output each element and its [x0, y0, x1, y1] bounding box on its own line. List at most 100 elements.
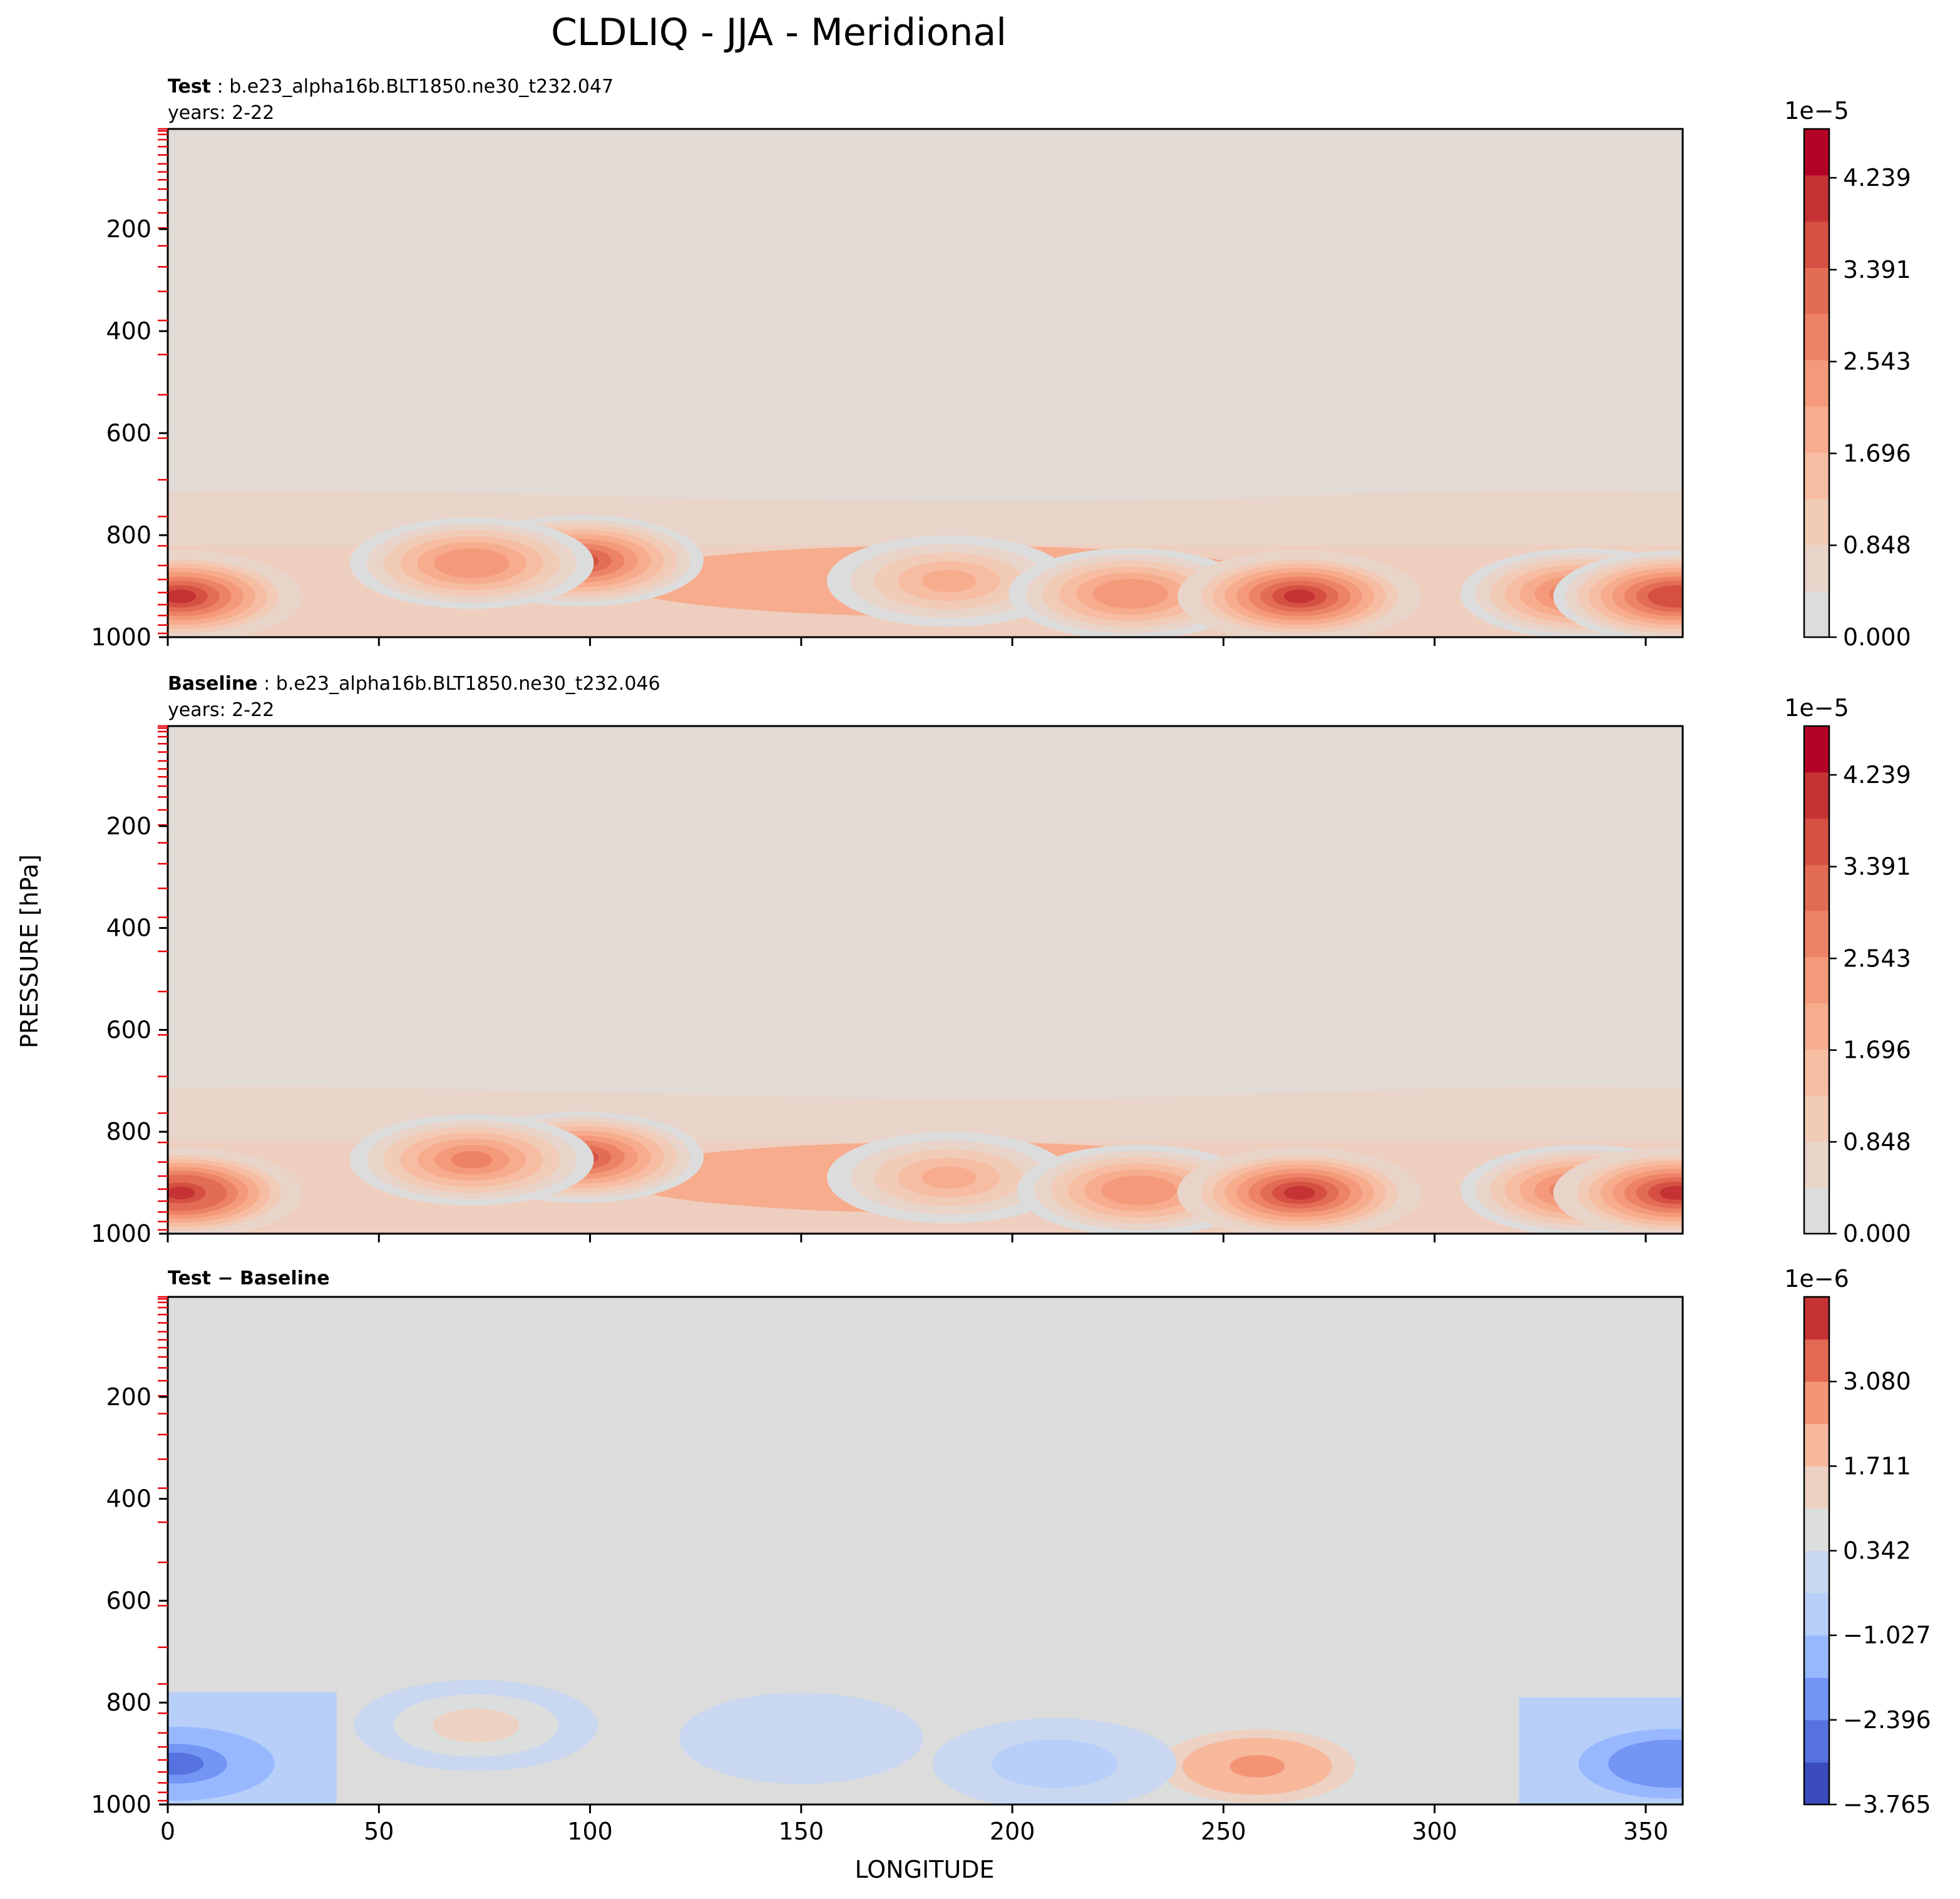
colorbar-scale-label: 1e−5: [1784, 97, 1849, 125]
colorbar-tick-label: 0.848: [1843, 531, 1911, 559]
colorbar-tick-label: 3.391: [1843, 853, 1911, 881]
x-tick-label: 200: [990, 1818, 1035, 1845]
colorbar-tick-label: 0.000: [1843, 623, 1911, 651]
y-tick-label: 400: [106, 914, 151, 942]
y-tick-label: 600: [106, 1587, 151, 1614]
contour-blob: [451, 554, 493, 572]
contour-blob: [921, 1166, 977, 1189]
contour-blob: [433, 1708, 520, 1743]
y-tick-label: 200: [106, 1383, 151, 1411]
panel-years: years: 2-22: [168, 699, 274, 721]
contour-blob: [921, 570, 977, 593]
panel-label: Test : b.e23_alpha16b.BLT1850.ne30_t232.…: [168, 76, 613, 98]
axes-frame: [167, 725, 1684, 1235]
colorbar-segment: [1804, 864, 1829, 911]
colorbar-tick-label: 4.239: [1843, 761, 1911, 789]
colorbar-segment: [1804, 1049, 1829, 1096]
x-tick-label: 50: [364, 1818, 394, 1845]
figure-title: CLDLIQ - JJA - Meridional: [551, 11, 1007, 54]
axes-frame: [167, 1296, 1684, 1806]
contour-field: [168, 489, 1683, 637]
contour-blob: [168, 1186, 195, 1200]
colorbar-segment: [1804, 452, 1829, 499]
colorbar-segment: [1804, 772, 1829, 819]
colorbar-tick-label: 1.696: [1843, 439, 1911, 467]
x-tick-label: 250: [1201, 1818, 1246, 1845]
colorbar-segment: [1804, 1339, 1829, 1382]
x-tick-label: 100: [567, 1818, 613, 1845]
colorbar-segment: [1804, 1635, 1829, 1678]
y-tick-label: 400: [106, 317, 151, 345]
panel-label-bold: Test: [168, 76, 211, 98]
contour-blob: [1229, 1755, 1285, 1778]
colorbar-segment: [1804, 1677, 1829, 1721]
colorbar: 0.000 0.848 1.696 2.543 3.391 4.239 1e−5: [1784, 694, 1911, 1247]
colorbar-segment: [1804, 129, 1829, 176]
x-tick-label: 350: [1623, 1818, 1669, 1845]
colorbar-segment: [1804, 1550, 1829, 1594]
colorbar-segment: [1804, 1762, 1829, 1805]
contour-blob: [451, 1151, 493, 1169]
contour-blob: [1283, 589, 1315, 603]
colorbar-tick-label: −2.396: [1843, 1706, 1931, 1734]
panel-label: Test − Baseline: [168, 1267, 330, 1289]
colorbar-segment: [1804, 818, 1829, 865]
colorbar-tick-label: 2.543: [1843, 348, 1911, 376]
colorbar-segment: [1804, 1095, 1829, 1142]
colorbar-segment: [1804, 1187, 1829, 1234]
colorbar-tick-label: 2.543: [1843, 944, 1911, 972]
contour-blob: [1118, 1181, 1160, 1199]
contour-blob: [1660, 589, 1683, 603]
contour-field: [168, 1679, 1683, 1804]
colorbar-frame: [1803, 725, 1830, 1235]
panels: 200 400 600 800 1000 Test : b.e23_alpha16b.BL…: [91, 76, 1931, 1845]
colorbar: 0.000 0.848 1.696 2.543 3.391 4.239 1e−5: [1784, 97, 1911, 651]
colorbar-segment: [1804, 498, 1829, 545]
contour-blob: [1283, 1185, 1315, 1200]
colorbar-segment: [1804, 175, 1829, 222]
y-tick-label: 200: [106, 215, 151, 243]
y-axis-label: PRESSURE [hPa]: [16, 854, 43, 1048]
colorbar-scale-label: 1e−5: [1784, 694, 1849, 722]
colorbar-segment: [1804, 1297, 1829, 1340]
colorbar-segment: [1804, 1593, 1829, 1636]
colorbar-tick-label: 3.080: [1843, 1368, 1911, 1395]
y-tick-label: 400: [106, 1485, 151, 1513]
panel-label: Baseline : b.e23_alpha16b.BLT1850.ne30_t…: [168, 673, 660, 695]
panel-0: 200 400 600 800 1000 Test : b.e23_alpha16b.BL…: [91, 76, 1911, 651]
contour-blob: [1660, 1185, 1683, 1200]
y-tick-label: 800: [106, 521, 151, 549]
colorbar-scale-label: 1e−6: [1784, 1265, 1849, 1292]
axes-frame: [167, 128, 1684, 638]
colorbar-segment: [1804, 1719, 1829, 1763]
colorbar-segment: [1804, 1508, 1829, 1551]
colorbar-segment: [1804, 314, 1829, 361]
contour-blob: [679, 1692, 923, 1784]
colorbar-segment: [1804, 910, 1829, 958]
colorbar-tick-label: 1.711: [1843, 1452, 1911, 1480]
colorbar-segment: [1804, 726, 1829, 773]
y-tick-label: 1000: [91, 1220, 151, 1247]
colorbar-segment: [1804, 406, 1829, 453]
y-tick-label: 800: [106, 1689, 151, 1716]
colorbar-segment: [1804, 1003, 1829, 1050]
panel-2: 200 400 600 800 1000 0 50 100 150 200 250 300 350 Tes…: [91, 1265, 1931, 1845]
x-tick-label: 300: [1412, 1818, 1457, 1845]
panel-label-bold: Baseline: [168, 673, 258, 695]
colorbar-tick-label: −3.765: [1843, 1791, 1931, 1818]
contour-field: [168, 1086, 1683, 1234]
colorbar-segment: [1804, 1466, 1829, 1509]
panel-1: 200 400 600 800 1000 Baseline : b.e23_alpha16…: [91, 673, 1911, 1247]
colorbar: −3.765 −2.396 −1.027 0.342 1.711 3.080 1e−6: [1784, 1265, 1931, 1818]
colorbar-segment: [1804, 1141, 1829, 1188]
colorbar-segment: [1804, 956, 1829, 1003]
contour-blob: [168, 589, 197, 603]
contour-blob: [1110, 585, 1151, 603]
y-tick-label: 1000: [91, 1791, 151, 1818]
colorbar-segment: [1804, 1381, 1829, 1425]
x-axis-label: LONGITUDE: [854, 1856, 994, 1883]
contour-blob: [992, 1739, 1118, 1788]
colorbar-segment: [1804, 545, 1829, 591]
y-tick-label: 600: [106, 1016, 151, 1043]
